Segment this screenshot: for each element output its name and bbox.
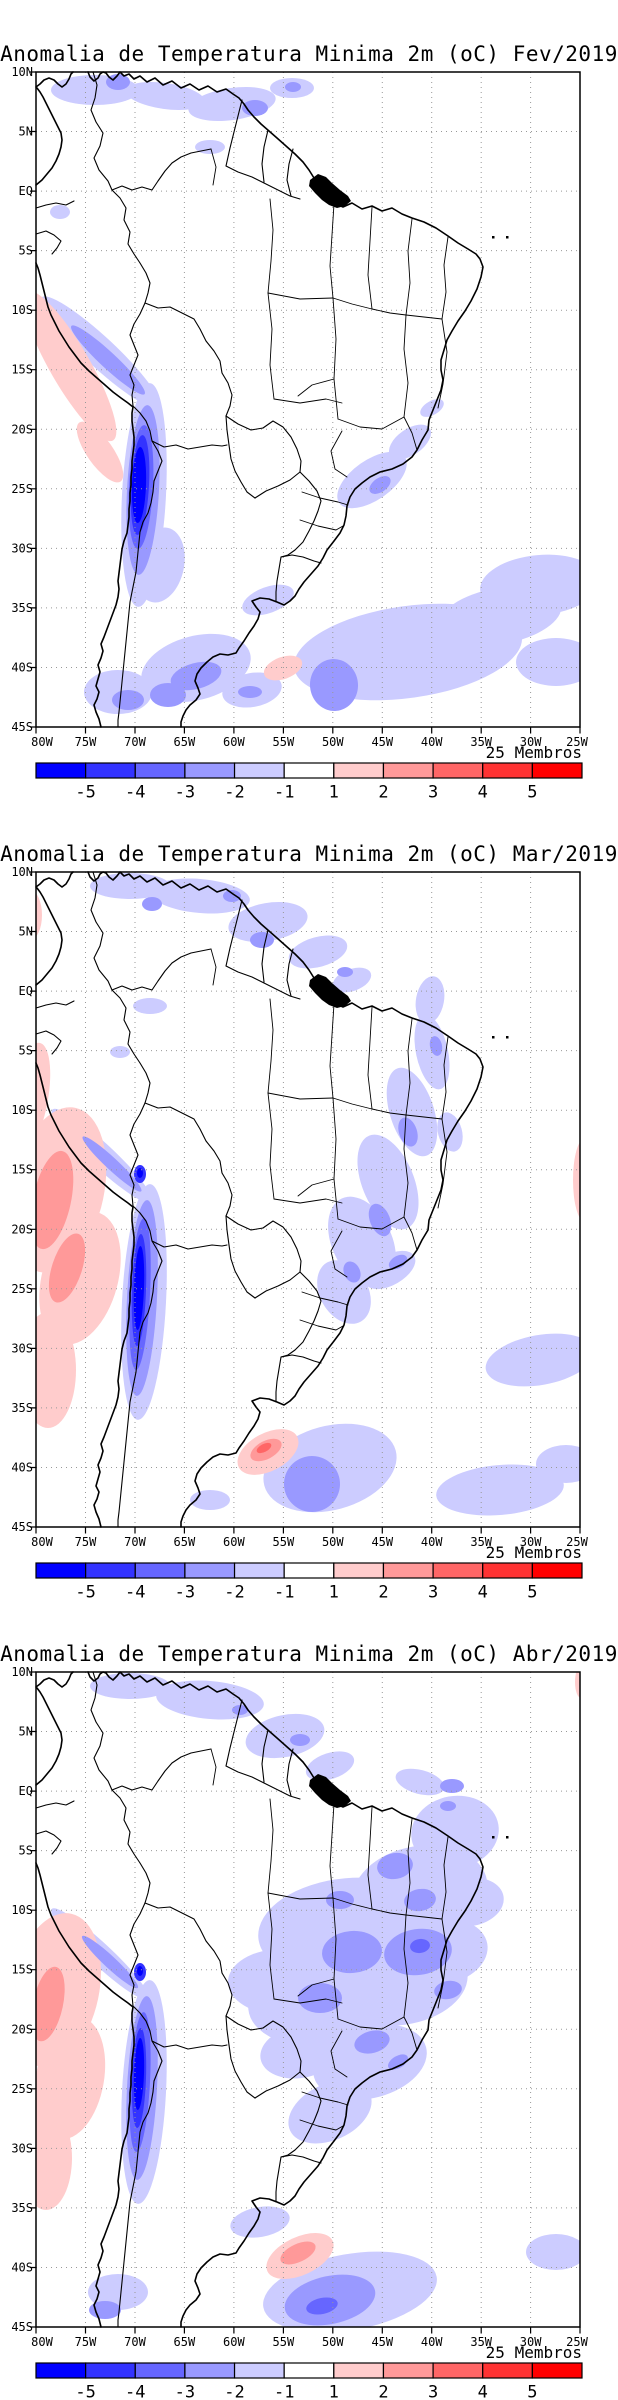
basemap-use: [35, 871, 510, 1528]
grid-use: [35, 871, 581, 1528]
map-figure-mar: Anomalia de Temperatura Minima 2m (oC) M…: [0, 842, 618, 1600]
map-title: Anomalia de Temperatura Minima 2m (oC) A…: [0, 1642, 618, 1666]
map-title: Anomalia de Temperatura Minima 2m (oC) F…: [0, 42, 618, 66]
map-figure-fev: 10N 5N EQ 5S 10S 15S 20S 25S 30S 35S 40S…: [0, 42, 618, 800]
map-figure-abr: Anomalia de Temperatura Minima 2m (oC) A…: [0, 1642, 618, 2400]
map-panel-mar2019: Anomalia de Temperatura Minima 2m (oC) M…: [0, 800, 618, 1600]
map-title: Anomalia de Temperatura Minima 2m (oC) M…: [0, 842, 618, 866]
colorbar-use: [35, 742, 583, 800]
colorbar-use: [35, 2342, 583, 2400]
map-panel-fev2019: 10N 5N EQ 5S 10S 15S 20S 25S 30S 35S 40S…: [0, 0, 618, 800]
anomaly-shading-fev: [36, 74, 580, 714]
anomaly-shading-abr: [36, 1672, 580, 2327]
anomaly-shading-mar: [36, 873, 580, 1516]
map-panel-abr2019: Anomalia de Temperatura Minima 2m (oC) A…: [0, 1600, 618, 2400]
colorbar-use: [35, 1542, 583, 1600]
